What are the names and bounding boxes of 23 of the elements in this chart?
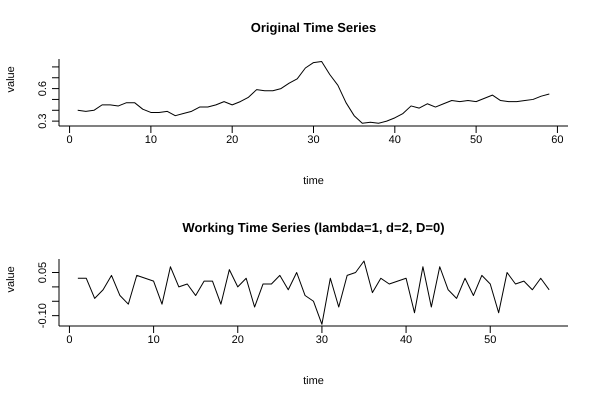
y-tick-label: 0.6	[37, 80, 49, 96]
y-tick-label: -0.10	[37, 303, 49, 328]
y-axis-title: value	[4, 66, 17, 92]
x-tick-label: 10	[147, 334, 160, 346]
x-tick-label: 0	[66, 134, 73, 146]
x-tick-label: 30	[316, 334, 328, 346]
y-tick-label: 0.05	[37, 262, 49, 284]
x-tick-label: 40	[388, 134, 401, 146]
x-tick-label: 60	[551, 134, 564, 146]
x-tick-label: 0	[66, 334, 72, 346]
x-tick-label: 10	[144, 134, 158, 146]
x-axis-title: time	[303, 175, 324, 187]
y-axis-title: value	[4, 266, 17, 292]
y-tick-label: 0.3	[37, 113, 49, 129]
x-tick-label: 20	[232, 334, 244, 346]
x-tick-label: 50	[470, 134, 482, 146]
x-tick-label: 40	[400, 334, 412, 346]
x-tick-label: 30	[307, 134, 320, 146]
x-axis-title: time	[303, 375, 324, 387]
chart-title: Working Time Series (lambda=1, d=2, D=0)	[181, 220, 446, 235]
x-tick-label: 50	[484, 334, 496, 346]
x-tick-label: 20	[226, 134, 238, 146]
chart-title: Original Time Series	[250, 20, 378, 35]
